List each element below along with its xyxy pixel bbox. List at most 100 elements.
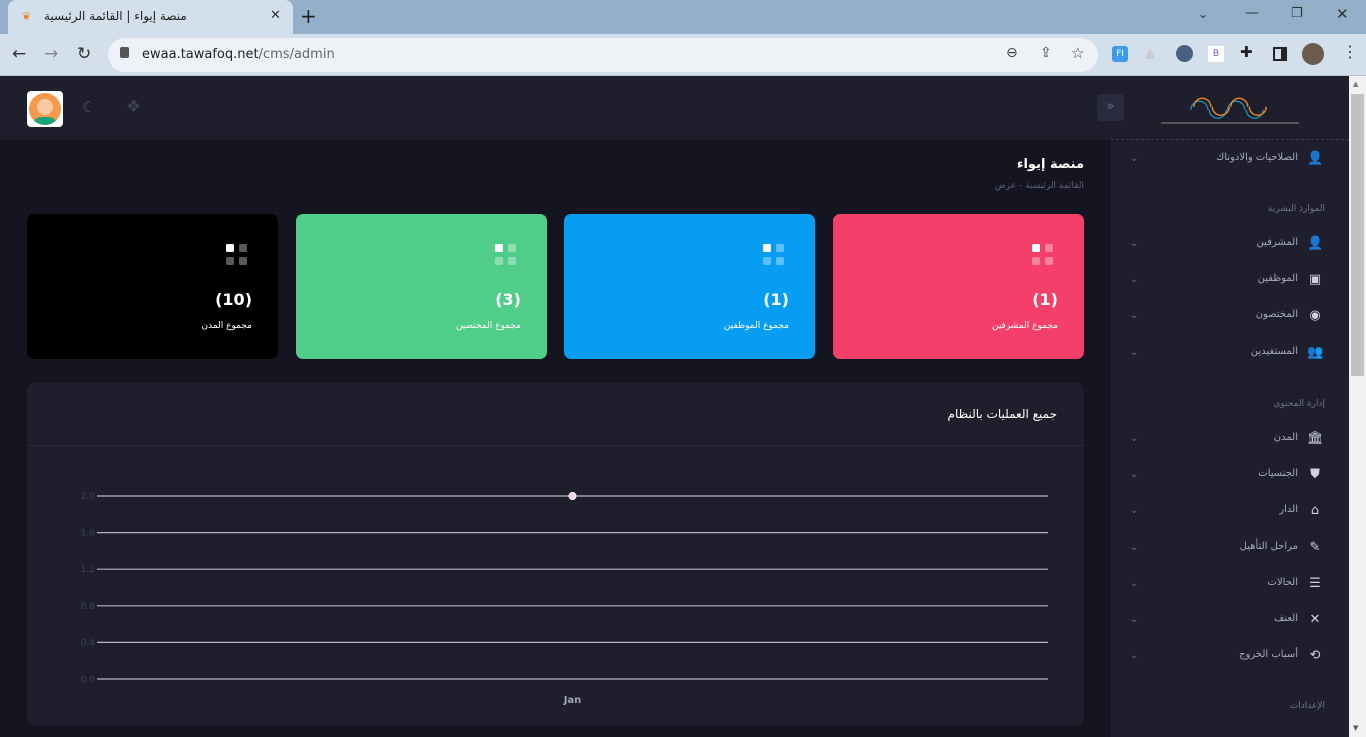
sidebar-item[interactable]: ✎ مراحل التأهيل ⌄: [1111, 534, 1349, 564]
extension-icon[interactable]: [1176, 45, 1193, 62]
stat-value: (1): [763, 290, 789, 309]
extension-icon[interactable]: ▲: [1145, 46, 1155, 61]
browser-toolbar: ← → ↻ ewaa.tawafoq.net/cms/admin ⊖ ⇪ ☆ F…: [0, 34, 1366, 76]
user-icon: 👤: [1307, 151, 1324, 166]
sidebar-item-label: الجنسيات: [1258, 468, 1298, 480]
sidebar-section-title: الموارد البشرية: [1267, 204, 1325, 214]
chevron-down-icon: ⌄: [1130, 614, 1139, 625]
stat-label: مجموع المشرفين: [991, 321, 1058, 331]
back-icon[interactable]: ←: [12, 44, 27, 64]
sidebar-item[interactable]: ⛊ الجنسيات ⌄: [1111, 461, 1349, 491]
user-icon: 👤: [1307, 236, 1324, 251]
y-tick-label: 0.4: [81, 638, 96, 648]
sidebar-item-label: المستفيدين: [1250, 345, 1298, 357]
apps-icon: [495, 244, 517, 266]
sidebar-item[interactable]: ⟲ أسباب الخروج ⌄: [1111, 642, 1349, 672]
sidebar-item[interactable]: 👤 المشرفين ⌄: [1111, 230, 1349, 260]
url-host: ewaa.tawafoq.net: [142, 47, 259, 62]
browser-tab[interactable]: ❦ منصة إيواء | القائمة الرئيسية ✕: [8, 0, 293, 34]
sidebar-item-label: المشرفين: [1256, 237, 1298, 248]
sidebar-item-label: أسباب الخروج: [1239, 649, 1298, 661]
exit-icon: ⟲: [1309, 648, 1321, 664]
close-window-icon[interactable]: ✕: [1336, 5, 1349, 23]
reload-icon[interactable]: ↻: [77, 44, 92, 64]
stat-card-supervisors[interactable]: (1) مجموع المشرفين: [833, 214, 1084, 359]
scroll-down-icon[interactable]: ▼: [1353, 724, 1359, 732]
y-tick-label: 1.2: [81, 565, 95, 575]
new-tab-icon[interactable]: +: [300, 4, 317, 28]
sidebar-item[interactable]: ☰ الحالات ⌄: [1111, 570, 1349, 600]
sidebar-section-title: إدارة المحتوى: [1273, 399, 1325, 409]
sidebar: » ◠◡◠◡ 👤 الصلاحيات والادوناك ⌄ الموارد البش…: [1097, 76, 1349, 737]
bank-icon: 🏛: [1307, 431, 1324, 446]
chevron-down-icon: ⌄: [1130, 469, 1139, 481]
chevron-down-icon: ⌄: [1130, 650, 1139, 662]
divider: [1111, 139, 1349, 140]
sidebar-item[interactable]: ✕ العنف ⌄: [1111, 606, 1349, 636]
sidebar-item[interactable]: ⌂ الدار ⌄: [1111, 497, 1349, 527]
stat-label: مجموع المدن: [201, 321, 253, 331]
user-avatar[interactable]: [27, 91, 63, 127]
extensions-puzzle-icon[interactable]: ✚: [1240, 43, 1253, 61]
users-icon: 👥: [1307, 344, 1324, 360]
url: ewaa.tawafoq.net/cms/admin: [142, 47, 335, 62]
sidebar-item[interactable]: 🏛 المدن ⌄: [1111, 425, 1349, 455]
sidebar-item-label: الدار: [1279, 504, 1298, 516]
forward-icon[interactable]: →: [44, 44, 59, 64]
x-tick-label: Jan: [563, 695, 582, 706]
grid-icon[interactable]: ❖: [126, 97, 142, 117]
restore-icon[interactable]: ❐: [1291, 6, 1303, 21]
bookmark-star-icon[interactable]: ☆: [1071, 44, 1085, 62]
stat-card-specialists[interactable]: (3) مجموع المختصين: [296, 214, 547, 359]
sidebar-item[interactable]: 👥 المستفيدين ⌄: [1111, 339, 1349, 369]
y-tick-label: 0.0: [81, 675, 96, 685]
stat-label: مجموع المختصين: [455, 321, 521, 331]
top-header: ☾ ❖: [0, 76, 1111, 140]
close-tab-icon[interactable]: ✕: [270, 8, 281, 23]
tab-title: منصة إيواء | القائمة الرئيسية: [44, 9, 187, 23]
stat-value: (10): [215, 290, 252, 309]
scrollbar-thumb[interactable]: [1351, 94, 1364, 376]
extension-icon[interactable]: FI: [1112, 46, 1128, 62]
logo: ◠◡◠◡: [1141, 90, 1319, 128]
url-path: /cms/admin: [258, 47, 335, 62]
sidebar-item-label: المدن: [1273, 432, 1298, 443]
share-icon[interactable]: ⇪: [1040, 45, 1052, 61]
sidebar-item[interactable]: ◉ المختصون ⌄: [1111, 302, 1349, 332]
stat-card-cities[interactable]: (10) مجموع المدن: [27, 214, 278, 359]
line-chart: 0.0 0.4 0.8 1.2 1.6 2.0 Jan: [81, 492, 1048, 706]
profile-avatar[interactable]: [1302, 43, 1324, 65]
sidebar-item-label: الصلاحيات والادوناك: [1216, 152, 1298, 163]
extension-icon[interactable]: B: [1208, 46, 1224, 62]
sidebar-item-label: الموظفين: [1257, 273, 1298, 285]
scroll-up-icon[interactable]: ▲: [1353, 80, 1359, 88]
side-panel-icon[interactable]: [1273, 47, 1287, 61]
sidebar-item[interactable]: 👤 الصلاحيات والادوناك ⌄: [1111, 145, 1349, 175]
sidebar-item-label: الحالات: [1267, 576, 1298, 588]
breadcrumb-home[interactable]: القائمة الرئيسية: [1025, 181, 1084, 191]
contact-book-icon: ▣: [1308, 272, 1322, 288]
user-circle-icon: ◉: [1309, 308, 1321, 324]
sidebar-section-title: الإعدادات: [1289, 701, 1325, 711]
scrollbar[interactable]: ▲ ▼: [1349, 76, 1366, 737]
moon-icon[interactable]: ☾: [82, 98, 96, 116]
menu-icon[interactable]: ⋮: [1342, 42, 1358, 61]
breadcrumb-current: عرض: [994, 181, 1017, 191]
data-point[interactable]: [568, 492, 577, 500]
page-title: منصة إيواء: [1016, 157, 1084, 172]
edit-icon: ✎: [1309, 539, 1321, 555]
zoom-icon[interactable]: ⊖: [1006, 45, 1018, 61]
minimize-icon[interactable]: —: [1245, 5, 1259, 21]
stat-card-employees[interactable]: (1) مجموع الموظفين: [564, 214, 815, 359]
sidebar-item[interactable]: ▣ الموظفين ⌄: [1111, 266, 1349, 296]
address-bar[interactable]: ewaa.tawafoq.net/cms/admin ⊖ ⇪ ☆: [108, 38, 1098, 72]
close-icon: ✕: [1309, 612, 1321, 627]
list-icon: ☰: [1309, 575, 1321, 591]
lock-icon: [120, 47, 129, 58]
sidebar-toggle-button[interactable]: »: [1097, 94, 1124, 121]
y-tick-label: 0.8: [81, 602, 96, 612]
chevron-down-icon: ⌄: [1130, 153, 1139, 164]
tab-search-icon[interactable]: ⌄: [1198, 7, 1209, 21]
breadcrumb: القائمة الرئيسية - عرض: [995, 181, 1084, 191]
stat-label: مجموع الموظفين: [723, 321, 789, 331]
